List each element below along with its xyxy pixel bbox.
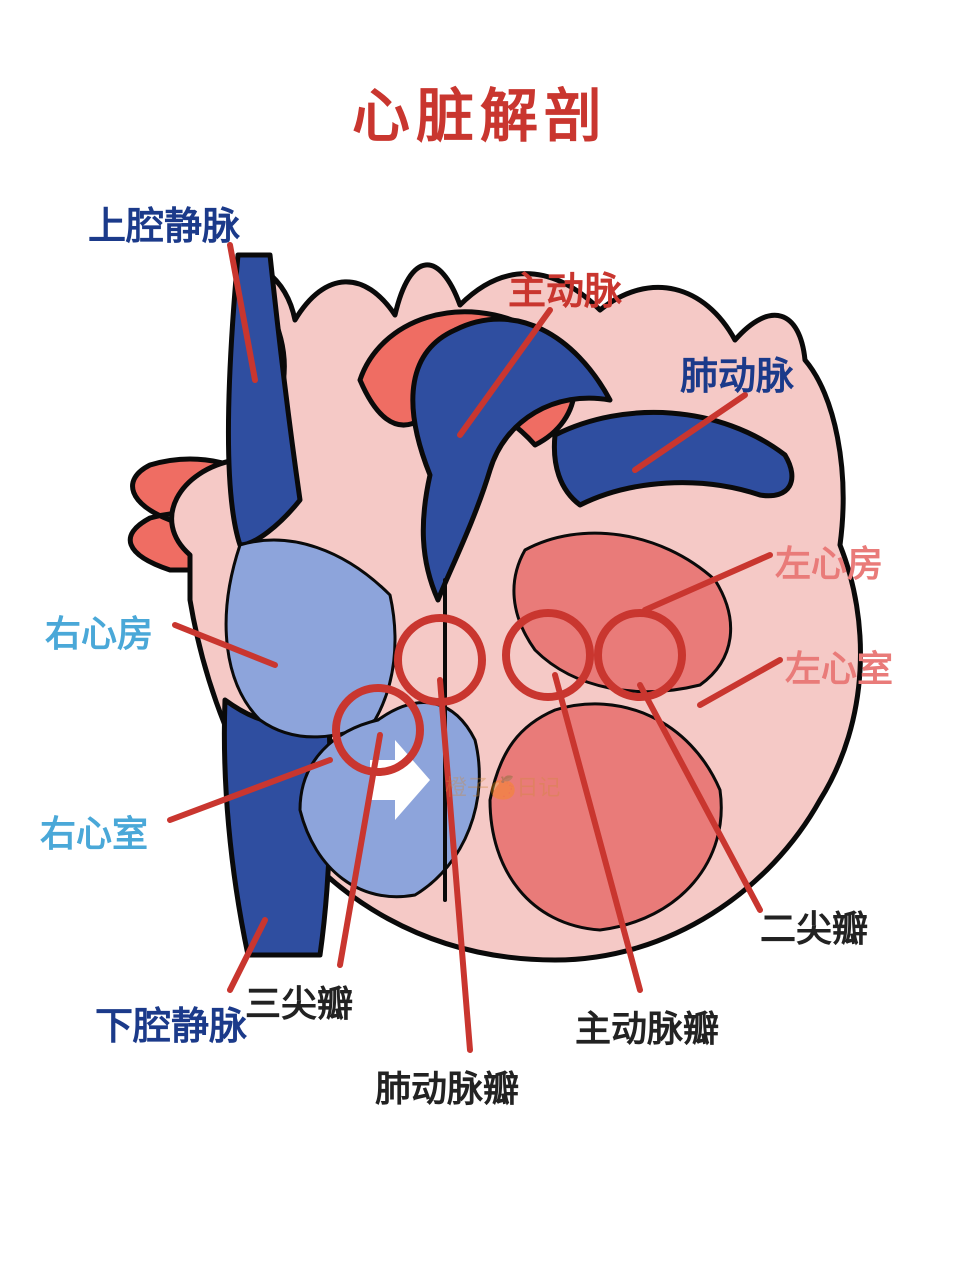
label-aorta: 主动脉 — [508, 260, 622, 315]
label-ra: 右心房 — [45, 605, 153, 657]
label-rv: 右心室 — [40, 805, 148, 857]
label-svc: 上腔静脉 — [88, 195, 240, 250]
label-tricuspid: 三尖瓣 — [245, 975, 353, 1027]
label-aortic-v: 主动脉瓣 — [575, 1000, 719, 1052]
diagram-stage: 心脏解剖 橙子🍊日记 上腔静脉 主动脉 肺动脉 左心房 右心房 左心室 右心室 … — [0, 0, 960, 1280]
label-ivc: 下腔静脉 — [95, 995, 247, 1050]
watermark-text: 橙子🍊日记 — [445, 770, 560, 802]
label-pulm-v: 肺动脉瓣 — [375, 1060, 519, 1112]
label-pa: 肺动脉 — [680, 345, 794, 400]
label-lv: 左心室 — [785, 640, 893, 692]
label-bicuspid: 二尖瓣 — [760, 900, 868, 952]
label-la: 左心房 — [775, 535, 883, 587]
